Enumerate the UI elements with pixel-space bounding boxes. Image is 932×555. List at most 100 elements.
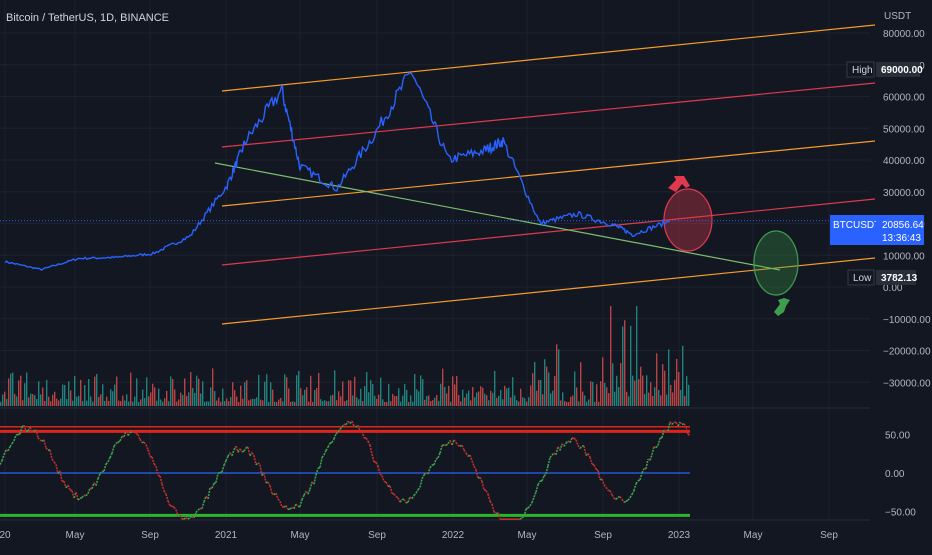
volume-bar bbox=[170, 376, 171, 406]
volume-bar bbox=[230, 397, 231, 406]
volume-bar bbox=[416, 389, 417, 406]
volume-bar bbox=[504, 386, 505, 406]
volume-bar bbox=[8, 378, 9, 406]
volume-bar bbox=[664, 371, 665, 406]
volume-bar bbox=[510, 397, 511, 406]
volume-bar bbox=[334, 370, 335, 406]
volume-bar bbox=[572, 395, 573, 406]
volume-bar bbox=[472, 387, 473, 406]
volume-bar bbox=[500, 390, 501, 406]
time-tick-label: May bbox=[744, 530, 763, 541]
volume-bar bbox=[284, 374, 285, 406]
volume-bar bbox=[296, 375, 297, 406]
volume-bar bbox=[358, 399, 359, 406]
volume-bar bbox=[100, 394, 101, 406]
volume-bar bbox=[468, 391, 469, 406]
volume-bar bbox=[520, 389, 521, 406]
volume-bar bbox=[364, 386, 365, 406]
volume-bar bbox=[160, 400, 161, 406]
time-tick-label: Sep bbox=[820, 530, 838, 541]
volume-bar bbox=[316, 388, 317, 406]
oscillator-segment bbox=[592, 464, 594, 465]
volume-bar bbox=[450, 402, 451, 406]
volume-bar bbox=[248, 400, 249, 406]
volume-bar bbox=[24, 383, 25, 406]
volume-bar bbox=[74, 376, 75, 406]
volume-bar bbox=[446, 393, 447, 406]
volume-bar bbox=[686, 376, 687, 406]
volume-bar bbox=[600, 381, 601, 406]
volume-bar bbox=[118, 401, 119, 406]
volume-bar bbox=[560, 400, 561, 406]
volume-bar bbox=[492, 393, 493, 406]
volume-bar bbox=[48, 397, 49, 406]
volume-bar bbox=[18, 381, 19, 406]
volume-bar bbox=[688, 385, 689, 406]
volume-bar bbox=[544, 359, 545, 406]
volume-bar bbox=[44, 401, 45, 406]
volume-bar bbox=[604, 383, 605, 406]
volume-bar bbox=[616, 376, 617, 406]
volume-bar bbox=[418, 391, 419, 406]
volume-bar bbox=[312, 402, 313, 406]
volume-bar bbox=[620, 363, 621, 406]
volume-bar bbox=[54, 392, 55, 406]
volume-bar bbox=[650, 382, 651, 406]
volume-bar bbox=[378, 395, 379, 406]
volume-bar bbox=[396, 396, 397, 406]
volume-bar bbox=[234, 390, 235, 406]
volume-bar bbox=[88, 379, 89, 406]
volume-bar bbox=[0, 402, 1, 406]
volume-bar bbox=[558, 349, 559, 406]
volume-bar bbox=[184, 379, 185, 406]
volume-bar bbox=[42, 387, 43, 406]
volume-bar bbox=[480, 386, 481, 406]
volume-bar bbox=[402, 396, 403, 406]
last-price-symbol: BTCUSDT bbox=[833, 220, 880, 231]
volume-bar bbox=[92, 402, 93, 406]
time-tick-label: Sep bbox=[368, 530, 386, 541]
time-tick-label: May bbox=[518, 530, 537, 541]
oscillator-segment bbox=[190, 517, 192, 518]
oscillator-segment bbox=[102, 471, 104, 472]
volume-bar bbox=[122, 396, 123, 406]
volume-bar bbox=[452, 376, 453, 406]
volume-bar bbox=[582, 392, 583, 406]
high-marker-label: High bbox=[852, 65, 873, 76]
volume-bar bbox=[40, 394, 41, 406]
volume-bar bbox=[34, 395, 35, 406]
oscillator-segment bbox=[526, 508, 528, 509]
volume-bar bbox=[250, 399, 251, 406]
low-marker: Low 3782.13 bbox=[848, 270, 918, 285]
oscillator-segment bbox=[596, 469, 598, 470]
volume-bar bbox=[376, 399, 377, 406]
volume-bar bbox=[140, 399, 141, 406]
volume-bar bbox=[108, 401, 109, 406]
volume-bar bbox=[146, 377, 147, 406]
volume-bar bbox=[162, 402, 163, 406]
volume-bar bbox=[602, 357, 603, 406]
volume-bar bbox=[46, 380, 47, 406]
volume-bar bbox=[590, 381, 591, 406]
volume-bar bbox=[198, 379, 199, 406]
volume-bar bbox=[344, 401, 345, 406]
volume-bar bbox=[2, 394, 3, 406]
volume-bar bbox=[606, 387, 607, 406]
volume-bar bbox=[672, 392, 673, 406]
volume-bar bbox=[282, 401, 283, 406]
volume-bar bbox=[58, 401, 59, 406]
volume-bar bbox=[410, 395, 411, 406]
osc-tick-label: 50.00 bbox=[885, 431, 910, 442]
volume-bar bbox=[470, 400, 471, 406]
volume-bar bbox=[538, 380, 539, 406]
oscillator-segment bbox=[396, 497, 398, 498]
volume-bar bbox=[370, 380, 371, 406]
volume-bar bbox=[546, 367, 547, 406]
last-price-value: 20856.64 bbox=[882, 220, 924, 231]
volume-bar bbox=[124, 400, 125, 406]
volume-bar bbox=[304, 390, 305, 406]
volume-bar bbox=[78, 396, 79, 406]
volume-bar bbox=[422, 379, 423, 406]
volume-bar bbox=[522, 397, 523, 406]
